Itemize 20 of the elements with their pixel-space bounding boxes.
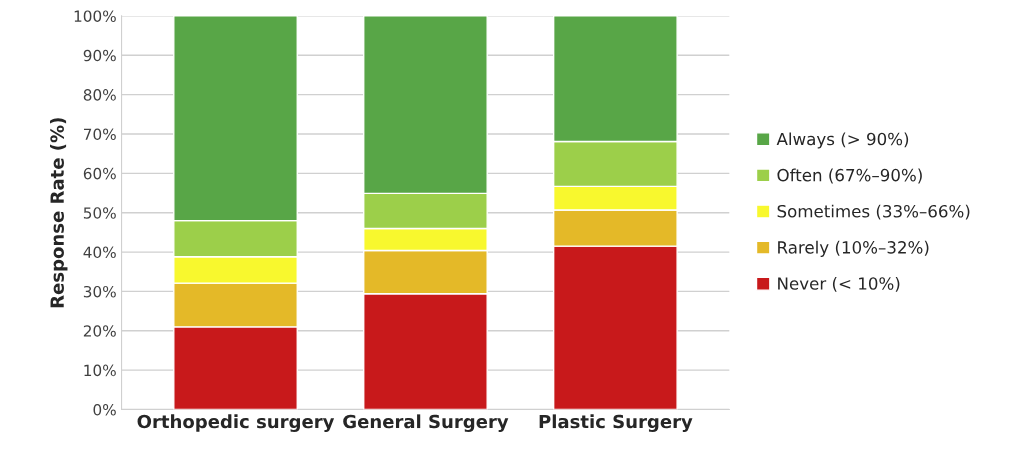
y-tick-label: 70%	[83, 128, 116, 141]
y-tick-label: 90%	[83, 49, 116, 62]
legend-label: Always (> 90%)	[776, 132, 909, 149]
legend-label: Never (< 10%)	[778, 276, 900, 292]
y-tick-label: 40%	[83, 246, 116, 259]
x-tick-label: Plastic Surgery	[539, 414, 693, 432]
legend-label: Rarely (10%–32%)	[778, 240, 929, 257]
y-tick-label: 30%	[83, 285, 116, 298]
y-tick-label: 60%	[83, 167, 116, 180]
legend-label: Often (67%–90%)	[777, 168, 922, 184]
x-tick-label: Orthopedic surgery	[137, 414, 335, 432]
y-tick-label: 100%	[74, 10, 116, 22]
y-tick-label: 20%	[83, 325, 116, 337]
y-tick-label: 50%	[83, 207, 116, 219]
legend-label: Sometimes (33%–66%)	[777, 204, 970, 220]
y-tick-label: 0%	[93, 403, 116, 416]
y-tick-label: 80%	[83, 89, 116, 101]
y-axis-title: Response Rate (%)	[50, 118, 68, 308]
x-tick-label: General Surgery	[343, 414, 509, 432]
y-tick-label: 10%	[84, 364, 116, 377]
